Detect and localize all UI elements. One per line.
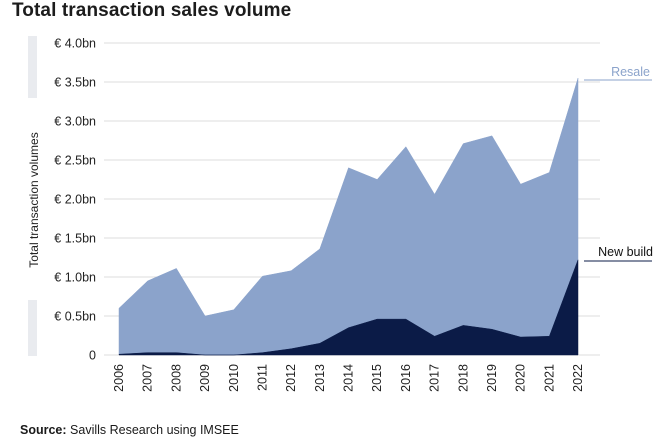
x-tick-label: 2009 bbox=[198, 364, 212, 392]
y-tick-label: € 2.5bn bbox=[54, 154, 96, 168]
x-tick-label: 2011 bbox=[255, 364, 269, 391]
legend-label-resale: Resale bbox=[611, 65, 650, 79]
chart-title: Total transaction sales volume bbox=[12, 0, 292, 21]
x-tick-label: 2014 bbox=[342, 364, 356, 392]
series-area-new-build bbox=[118, 259, 579, 356]
y-tick-label: € 3.5bn bbox=[54, 76, 96, 90]
y-tick-label: € 3.0bn bbox=[54, 115, 96, 129]
y-tick-labels: 0 € 0.5bn € 1.0bn € 1.5bn € 2.0bn € 2.5bn € 3.… bbox=[54, 37, 96, 363]
source-label: Source: bbox=[20, 423, 67, 437]
x-tick-label: 2019 bbox=[485, 364, 499, 392]
source-text: Savills Research using IMSEE bbox=[70, 423, 239, 437]
y-tick-label: 0 bbox=[89, 349, 96, 363]
stacked-areas bbox=[118, 78, 579, 356]
y-tick-label: € 1.5bn bbox=[54, 232, 96, 246]
x-tick-label: 2006 bbox=[112, 364, 126, 392]
x-tick-label: 2008 bbox=[169, 364, 183, 392]
axis-side-band-upper bbox=[28, 36, 37, 98]
x-tick-label: 2007 bbox=[141, 364, 155, 392]
y-axis-label: Total transaction volumes bbox=[27, 132, 41, 267]
x-tick-label: 2013 bbox=[313, 364, 327, 392]
y-tick-label: € 1.0bn bbox=[54, 271, 96, 285]
x-tick-label: 2022 bbox=[571, 364, 585, 392]
legend-label-new-build: New build bbox=[598, 245, 653, 259]
x-tick-label: 2017 bbox=[428, 364, 442, 392]
y-tick-label: € 0.5bn bbox=[54, 310, 96, 324]
y-tick-label: € 2.0bn bbox=[54, 193, 96, 207]
x-tick-label: 2012 bbox=[284, 364, 298, 392]
y-tick-label: € 4.0bn bbox=[54, 37, 96, 51]
x-tick-label: 2016 bbox=[399, 364, 413, 392]
x-tick-labels: 2006 2007 2008 2009 2010 2011 2012 2013 2014 2015… bbox=[112, 364, 585, 392]
x-tick-label: 2018 bbox=[456, 364, 470, 392]
x-tick-label: 2010 bbox=[227, 364, 241, 392]
source-note: Source: Savills Research using IMSEE bbox=[20, 423, 239, 437]
axis-side-band-lower bbox=[28, 300, 37, 356]
series-area-resale bbox=[118, 78, 579, 356]
x-tick-label: 2020 bbox=[514, 364, 528, 392]
x-tick-label: 2015 bbox=[370, 364, 384, 392]
x-tick-label: 2021 bbox=[542, 364, 556, 392]
series-labels: Resale New build bbox=[584, 65, 653, 262]
